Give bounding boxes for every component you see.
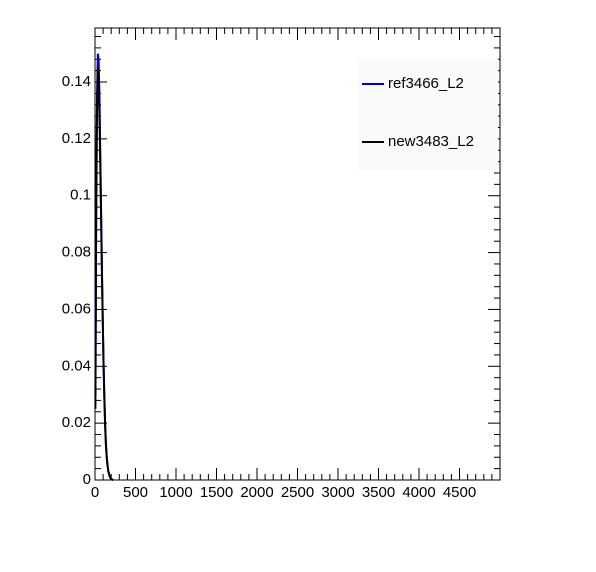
- legend-label: new3483_L2: [388, 133, 474, 150]
- y-tick-label: 0.04: [62, 357, 91, 374]
- x-tick-label: 1000: [159, 484, 192, 501]
- x-tick-label: 3500: [362, 484, 395, 501]
- legend-label: ref3466_L2: [388, 75, 464, 92]
- y-tick-label: 0.1: [70, 187, 91, 204]
- y-tick-label: 0.12: [62, 130, 91, 147]
- x-tick-label: 0: [91, 484, 99, 501]
- y-tick-label: 0.14: [62, 73, 91, 90]
- y-tick-label: 0.02: [62, 414, 91, 431]
- x-tick-label: 2500: [281, 484, 314, 501]
- x-tick-label: 2000: [240, 484, 273, 501]
- x-tick-label: 4500: [443, 484, 476, 501]
- legend-box: [358, 58, 498, 170]
- x-tick-label: 3000: [321, 484, 354, 501]
- y-tick-label: 0: [83, 471, 91, 488]
- y-tick-label: 0.06: [62, 300, 91, 317]
- x-tick-label: 4000: [402, 484, 435, 501]
- x-tick-label: 500: [123, 484, 148, 501]
- series-line: [94, 67, 114, 481]
- x-tick-label: 1500: [200, 484, 233, 501]
- y-tick-label: 0.08: [62, 244, 91, 261]
